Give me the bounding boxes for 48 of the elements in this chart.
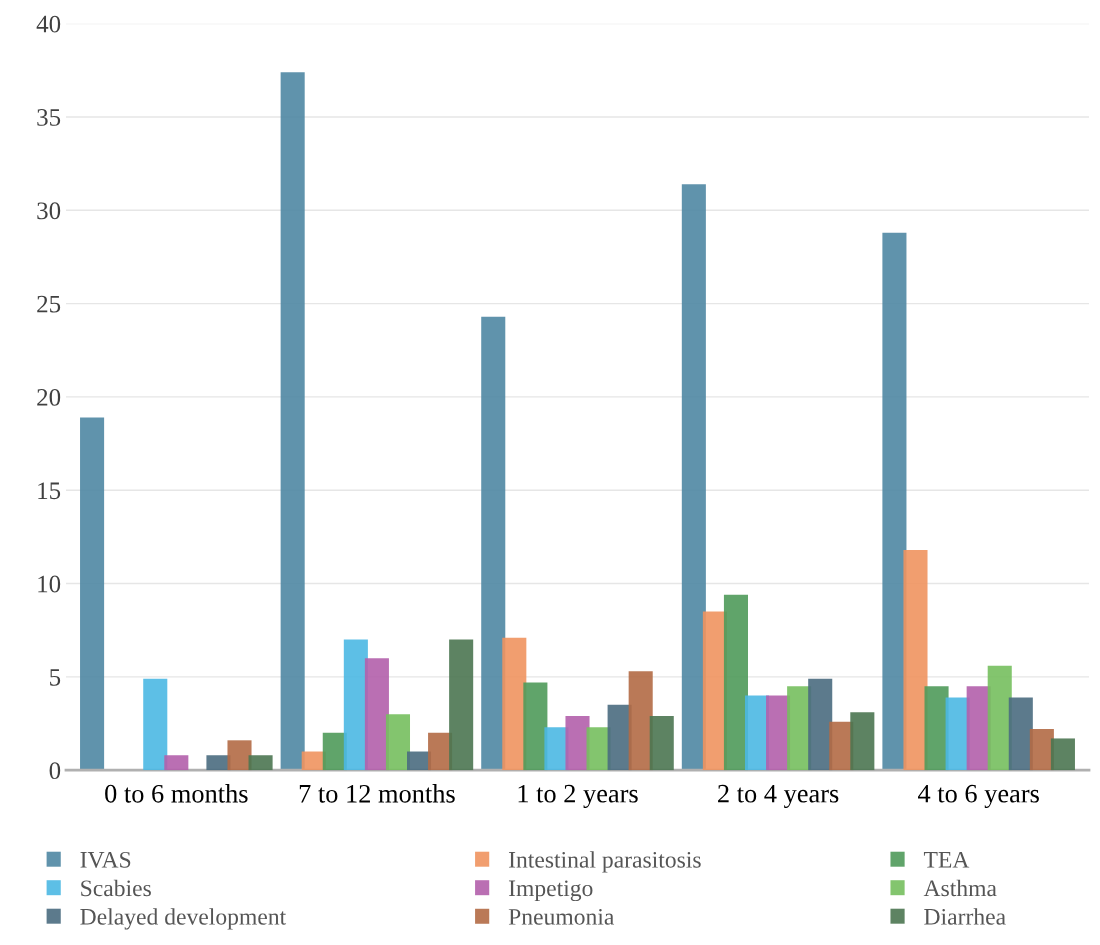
y-tick-label: 15: [38, 482, 61, 500]
bar: [649, 716, 674, 771]
bar: [903, 549, 928, 771]
y-tick-label: 10: [38, 575, 61, 593]
legend-label: IVAS: [80, 851, 131, 868]
bar: [481, 316, 506, 771]
bar: [1008, 697, 1033, 771]
y-tick-label: 40: [36, 15, 61, 33]
bar: [164, 755, 189, 771]
y-tick-label: 20: [37, 388, 61, 406]
legend-label: Intestinal parasitosis: [508, 851, 701, 873]
y-tick-label: 25: [37, 295, 61, 313]
bar: [523, 682, 548, 771]
bar: [723, 594, 748, 771]
y-tick-label: 5: [50, 669, 61, 686]
legend-label: Scabies: [81, 879, 151, 897]
bar: [1029, 729, 1054, 771]
legend-label: Delayed development: [80, 908, 287, 930]
bar: [681, 184, 706, 771]
bar: [628, 671, 653, 771]
x-tick-label: 0 to 6 months: [105, 784, 248, 803]
bar: [987, 665, 1012, 771]
bar: [449, 639, 474, 771]
legend-label: TEA: [923, 851, 970, 868]
bar: [227, 740, 252, 771]
legend-label: Diarrhea: [924, 908, 1006, 925]
x-tick-label: 7 to 12 months: [299, 784, 455, 803]
legend-label: Asthma: [923, 879, 997, 897]
x-tick-label: 2 to 4 years: [718, 784, 839, 808]
y-tick-label: 0: [49, 762, 61, 780]
bar: [808, 678, 833, 771]
bar: [364, 658, 389, 771]
x-tick-label: 4 to 6 years: [918, 784, 1039, 808]
legend-label: Pneumonia: [508, 908, 615, 925]
bar: [882, 232, 907, 771]
bar: [80, 417, 105, 771]
bar: [143, 678, 168, 771]
y-tick-label: 30: [37, 202, 61, 220]
bar: [850, 712, 875, 771]
bar: [565, 716, 590, 771]
y-tick-label: 35: [37, 109, 61, 126]
bar: [280, 72, 305, 771]
bar: [1050, 738, 1075, 771]
x-tick-label: 1 to 2 years: [518, 784, 638, 808]
legend-label: Impetigo: [508, 880, 593, 902]
bar: [385, 714, 411, 771]
bar: [502, 637, 527, 771]
bar: [248, 755, 273, 771]
